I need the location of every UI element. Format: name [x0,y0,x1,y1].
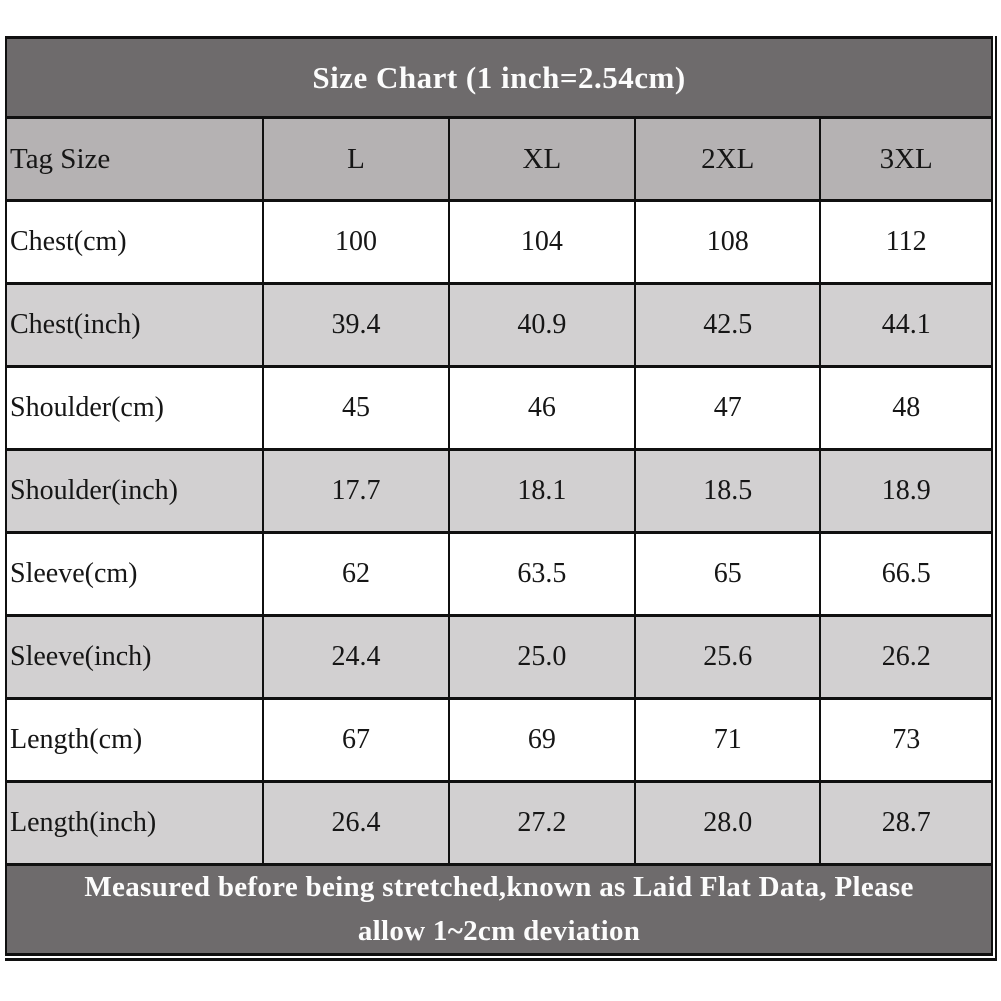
cell-value: 17.7 [262,448,450,534]
cell-value: 26.4 [262,780,450,866]
size-chart-frame: Size Chart (1 inch=2.54cm) Tag Size L XL… [4,36,997,961]
row-label: Length(inch) [4,780,265,866]
table-row-chest-inch: Chest(inch) 39.4 40.9 42.5 44.1 [4,282,993,368]
header-row: Tag Size L XL 2XL 3XL [4,116,993,202]
row-label: Chest(inch) [4,282,265,368]
cell-value: 73 [819,697,993,783]
cell-value: 40.9 [447,282,637,368]
row-label: Length(cm) [4,697,265,783]
cell-value: 18.9 [819,448,993,534]
table-row-sleeve-cm: Sleeve(cm) 62 63.5 65 66.5 [4,531,993,617]
size-chart-table: Size Chart (1 inch=2.54cm) Tag Size L XL… [4,36,993,956]
title-row: Size Chart (1 inch=2.54cm) [5,36,993,119]
cell-value: 25.6 [634,614,822,700]
cell-value: 44.1 [819,282,993,368]
cell-value: 28.7 [819,780,993,866]
cell-value: 42.5 [634,282,822,368]
cell-value: 39.4 [262,282,450,368]
table-row-shoulder-inch: Shoulder(inch) 17.7 18.1 18.5 18.9 [4,448,993,534]
table-row-length-inch: Length(inch) 26.4 27.2 28.0 28.7 [4,780,993,866]
cell-value: 25.0 [447,614,637,700]
cell-value: 46 [447,365,637,451]
table-row-shoulder-cm: Shoulder(cm) 45 46 47 48 [4,365,993,451]
column-header-2xl: 2XL [634,116,822,202]
row-label: Sleeve(cm) [4,531,265,617]
cell-value: 104 [447,199,637,285]
column-header-xl: XL [447,116,637,202]
table-row-chest-cm: Chest(cm) 100 104 108 112 [4,199,993,285]
table-row-sleeve-inch: Sleeve(inch) 24.4 25.0 25.6 26.2 [4,614,993,700]
column-header-l: L [262,116,450,202]
chart-title: Size Chart (1 inch=2.54cm) [5,36,993,119]
row-label: Shoulder(cm) [4,365,265,451]
cell-value: 71 [634,697,822,783]
cell-value: 48 [819,365,993,451]
cell-value: 26.2 [819,614,993,700]
cell-value: 62 [262,531,450,617]
cell-value: 65 [634,531,822,617]
cell-value: 45 [262,365,450,451]
cell-value: 67 [262,697,450,783]
measurement-note-line-2: allow 1~2cm deviation [357,914,641,947]
measurement-note: Measured before being stretched,known as… [5,863,993,956]
cell-value: 69 [447,697,637,783]
cell-value: 18.5 [634,448,822,534]
row-label: Sleeve(inch) [4,614,265,700]
cell-value: 108 [634,199,822,285]
column-header-tag-size: Tag Size [4,116,265,202]
cell-value: 27.2 [447,780,637,866]
cell-value: 100 [262,199,450,285]
footer-row: Measured before being stretched,known as… [5,863,993,956]
cell-value: 18.1 [447,448,637,534]
column-header-3xl: 3XL [819,116,993,202]
cell-value: 47 [634,365,822,451]
cell-value: 112 [819,199,993,285]
row-label: Chest(cm) [4,199,265,285]
cell-value: 28.0 [634,780,822,866]
row-label: Shoulder(inch) [4,448,265,534]
cell-value: 63.5 [447,531,637,617]
measurement-note-line-1: Measured before being stretched,known as… [84,871,914,903]
cell-value: 24.4 [262,614,450,700]
cell-value: 66.5 [819,531,993,617]
table-row-length-cm: Length(cm) 67 69 71 73 [4,697,993,783]
